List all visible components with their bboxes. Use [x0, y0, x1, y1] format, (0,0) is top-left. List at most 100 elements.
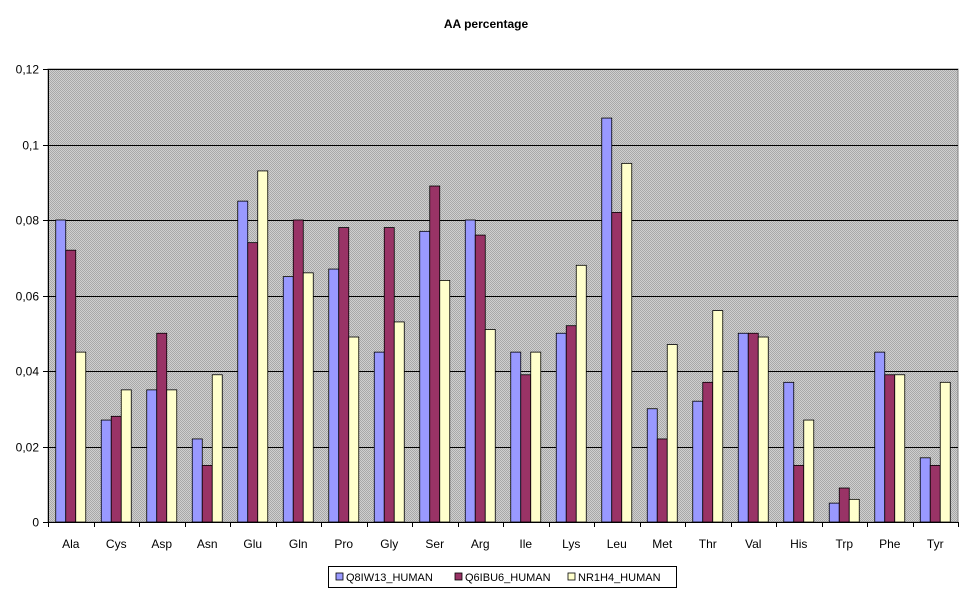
bar-ser-3: [439, 279, 451, 523]
bar-asn-2: [201, 464, 213, 523]
bar-val-1: [737, 332, 749, 523]
bar-phe-1: [874, 351, 886, 523]
bar-met-2: [656, 438, 668, 523]
legend-box: [328, 566, 677, 588]
bar-val-2: [747, 332, 759, 523]
bar-leu-3: [621, 162, 633, 523]
bar-trp-1: [828, 502, 840, 523]
y-tick-label: 0: [32, 516, 39, 530]
y-tick-label: 0,08: [16, 214, 40, 228]
y-tick-label: 0,12: [16, 63, 40, 77]
bar-asp-2: [156, 332, 168, 523]
bar-thr-1: [692, 400, 704, 523]
x-tick-label: Asp: [151, 537, 172, 551]
bar-tyr-1: [919, 457, 931, 523]
x-tick-label: Leu: [607, 537, 627, 551]
bar-ser-2: [429, 185, 441, 523]
bar-ile-3: [530, 351, 542, 523]
bar-pro-1: [328, 268, 340, 523]
bar-gln-1: [282, 276, 294, 523]
legend-label-2: Q6IBU6_HUMAN: [465, 572, 551, 584]
bar-val-3: [757, 336, 769, 523]
y-tick-label: 0,06: [16, 290, 40, 304]
bar-arg-3: [484, 329, 496, 523]
bar-leu-2: [611, 212, 623, 523]
bar-gly-1: [373, 351, 385, 523]
legend-swatch-3: [567, 572, 576, 581]
x-tick-label: Thr: [699, 537, 717, 551]
bar-glu-1: [237, 200, 249, 523]
x-tick-label: Gly: [380, 537, 398, 551]
legend-label-3: NR1H4_HUMAN: [578, 572, 661, 584]
y-tick-label: 0,02: [16, 441, 40, 455]
bar-tyr-3: [939, 381, 951, 523]
x-tick-label: Arg: [471, 537, 490, 551]
bar-trp-2: [838, 487, 850, 523]
bar-tyr-2: [929, 464, 941, 523]
bar-ile-1: [510, 351, 522, 523]
plot-background: [47, 68, 959, 523]
bar-ala-1: [55, 219, 67, 523]
bar-asp-3: [166, 389, 178, 523]
plot-area: 0 0,02 0,04 0,06 0,08 0,1 0,12 Ala Cys Asp Asn Glu G…: [16, 63, 959, 551]
bar-cys-1: [100, 419, 112, 523]
bar-ser-1: [419, 230, 431, 523]
x-tick-label: Pro: [334, 537, 353, 551]
x-tick-label: Cys: [106, 537, 127, 551]
x-tick-label: Tyr: [927, 537, 944, 551]
x-tick-label: Val: [745, 537, 761, 551]
x-tick-label: Phe: [879, 537, 901, 551]
bar-thr-2: [702, 381, 714, 523]
x-tick-label: Trp: [835, 537, 853, 551]
bar-his-2: [793, 464, 805, 523]
x-tick-label: His: [790, 537, 807, 551]
bar-met-3: [666, 344, 678, 523]
bar-cys-2: [110, 415, 122, 523]
bar-cys-3: [120, 389, 132, 523]
legend-swatch-2: [454, 572, 463, 581]
bar-gln-2: [292, 219, 304, 523]
x-tick-label: Lys: [562, 537, 580, 551]
bar-arg-1: [464, 219, 476, 523]
bar-pro-3: [348, 336, 360, 523]
bar-phe-3: [894, 374, 906, 523]
bar-gly-3: [393, 321, 405, 523]
bar-lys-3: [575, 264, 587, 523]
x-tick-label: Ser: [425, 537, 444, 551]
bar-arg-2: [474, 234, 486, 523]
bar-ile-2: [520, 374, 532, 523]
bar-pro-2: [338, 227, 350, 523]
y-tick-label: 0,04: [16, 365, 40, 379]
y-tick-label: 0,1: [22, 139, 39, 153]
legend-label-1: Q8IW13_HUMAN: [346, 572, 433, 584]
x-tick-label: Asn: [197, 537, 218, 551]
legend: Q8IW13_HUMAN Q6IBU6_HUMAN NR1H4_HUMAN: [328, 566, 677, 588]
bar-lys-1: [555, 332, 567, 523]
bar-trp-3: [848, 498, 860, 523]
bar-his-1: [783, 381, 795, 523]
bar-glu-2: [247, 242, 259, 523]
bar-gln-3: [302, 272, 314, 523]
bar-asn-3: [211, 374, 223, 523]
bar-gly-2: [383, 227, 395, 523]
bar-leu-1: [601, 117, 613, 523]
x-tick-label: Glu: [243, 537, 262, 551]
x-tick-label: Ile: [519, 537, 532, 551]
bar-his-3: [803, 419, 815, 523]
x-tick-label: Ala: [62, 537, 80, 551]
bar-lys-2: [565, 325, 577, 523]
bar-glu-3: [257, 170, 269, 523]
bar-asp-1: [146, 389, 158, 523]
bar-met-1: [646, 408, 658, 523]
bar-ala-3: [75, 351, 87, 523]
legend-swatch-1: [335, 572, 344, 581]
bar-asn-1: [191, 438, 203, 523]
bar-phe-2: [884, 374, 896, 523]
x-tick-label: Met: [652, 537, 673, 551]
bar-ala-2: [65, 249, 77, 523]
x-tick-label: Gln: [289, 537, 308, 551]
bar-thr-3: [712, 310, 724, 523]
chart-title: AA percentage: [444, 17, 529, 31]
